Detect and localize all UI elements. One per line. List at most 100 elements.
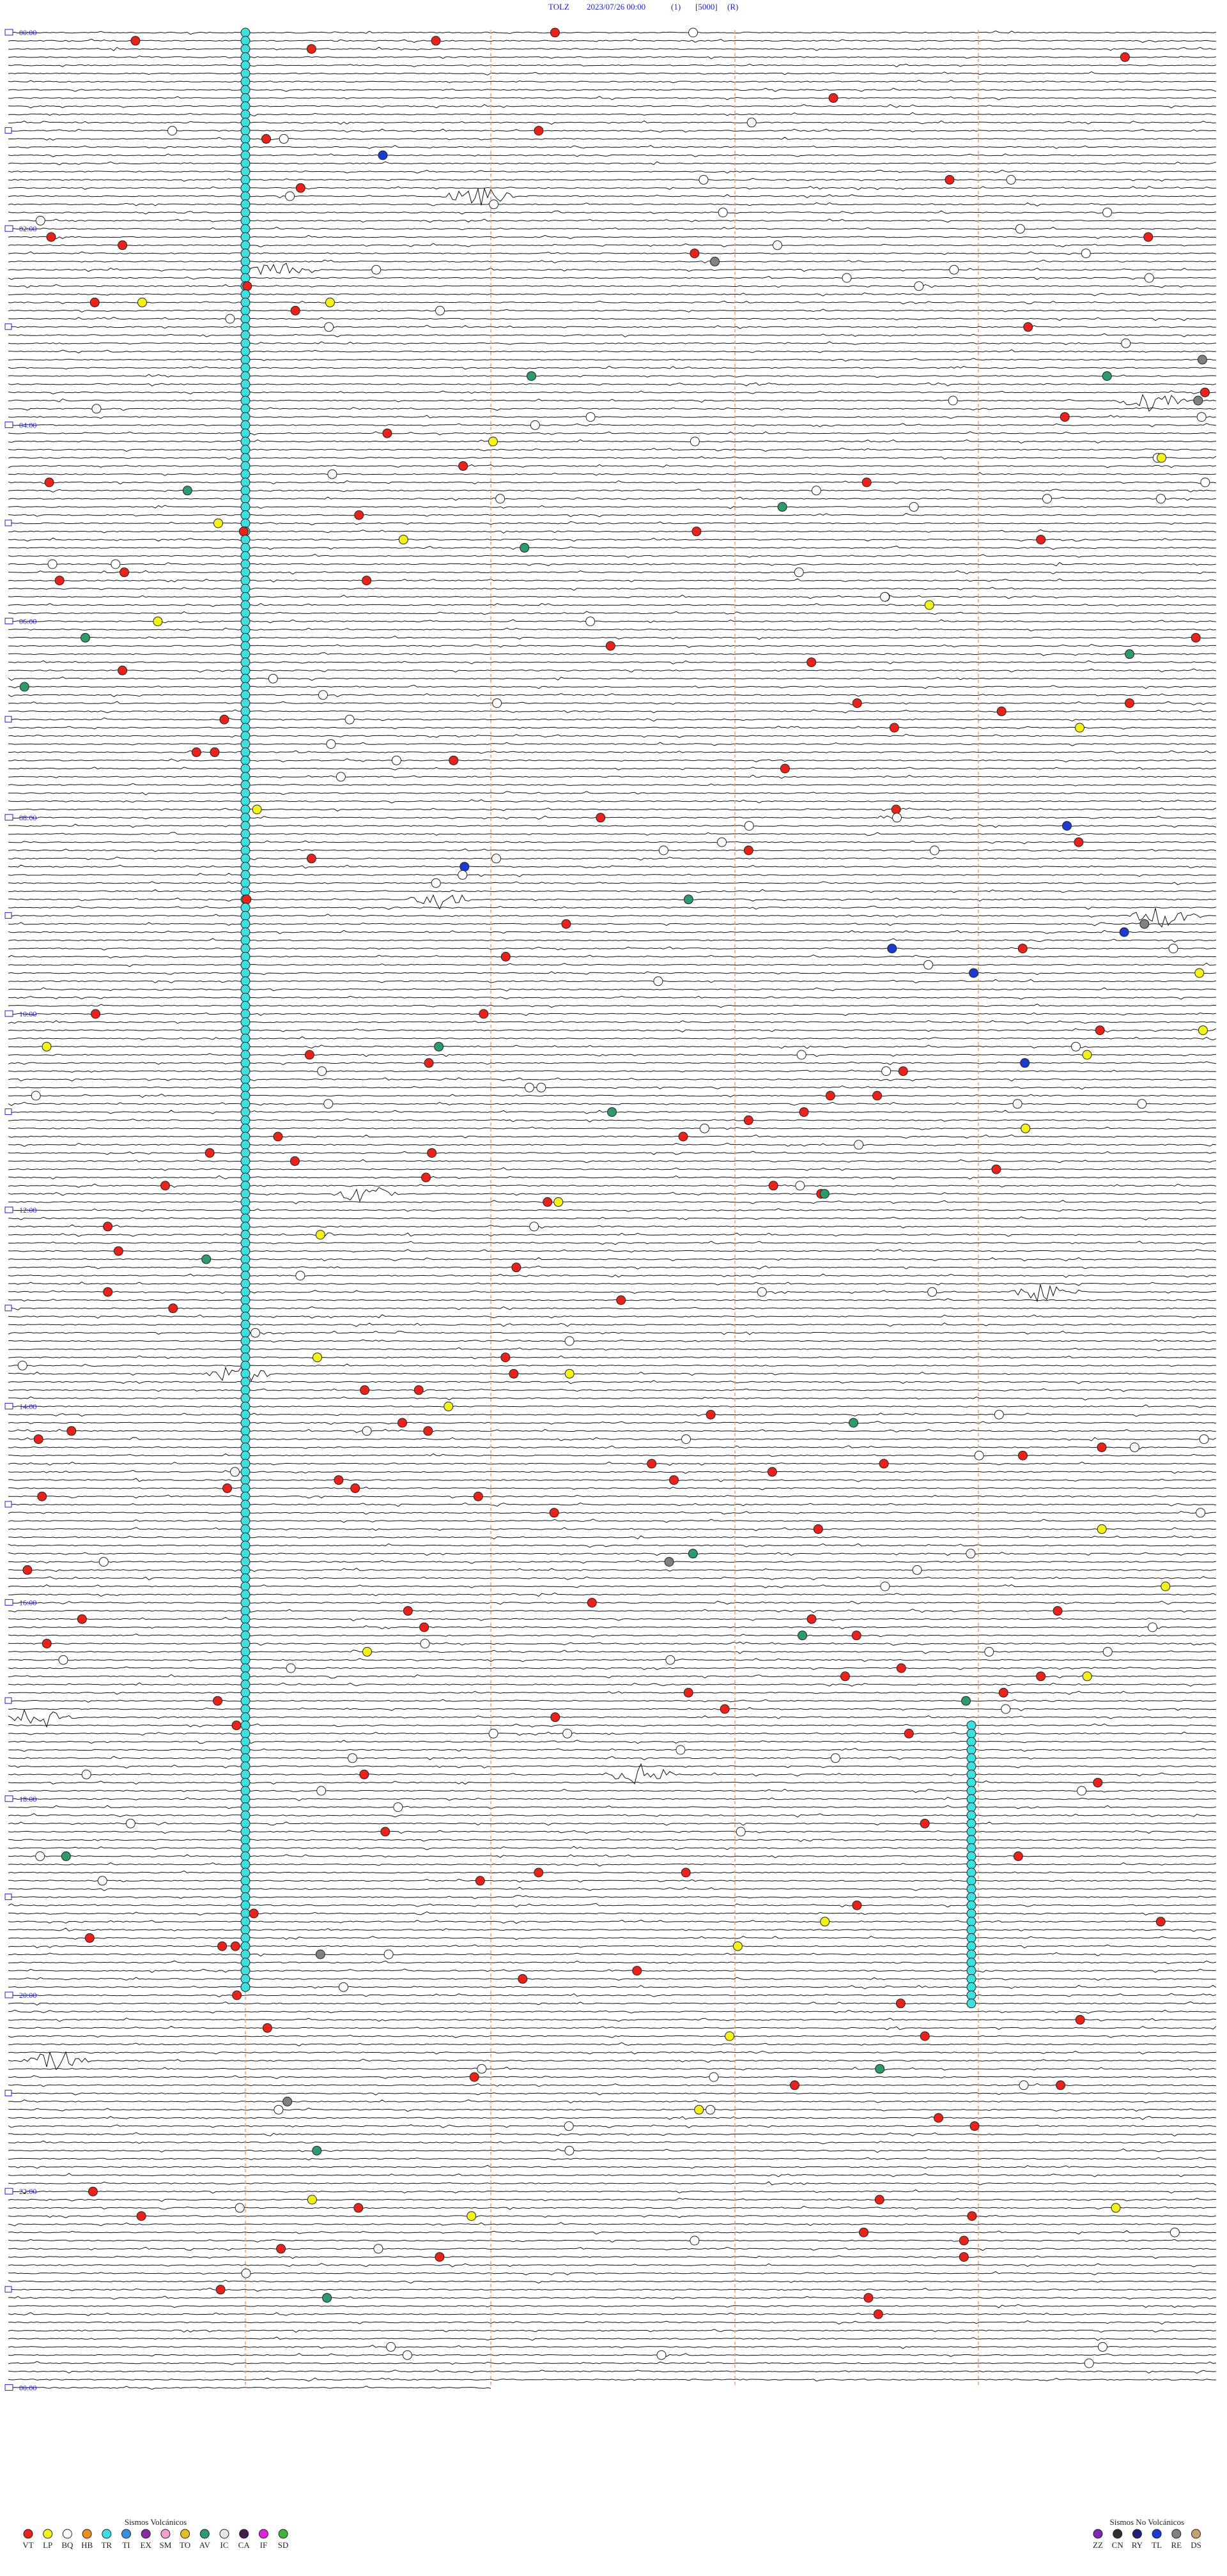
event-marker — [536, 1082, 546, 1092]
tremor-marker — [240, 1794, 251, 1804]
tremor-marker — [240, 1164, 251, 1174]
event-marker — [1139, 919, 1150, 929]
event-marker — [231, 1721, 242, 1731]
event-marker — [647, 1459, 657, 1469]
tremor-marker — [240, 641, 251, 651]
header: TOLZ 2023/07/26 00:00 (1) [5000] (R) — [548, 2, 738, 12]
trace — [8, 1682, 1216, 1687]
event-marker — [44, 477, 54, 487]
event-marker — [1017, 944, 1028, 954]
legend-marker — [1191, 2529, 1201, 2539]
event-marker — [840, 1671, 850, 1682]
event-marker — [1061, 821, 1072, 831]
event-marker — [327, 469, 337, 479]
trace — [8, 1928, 1217, 1932]
trace — [8, 187, 1217, 206]
trace — [8, 316, 1217, 321]
tremor-marker — [240, 1442, 251, 1452]
tremor-marker — [240, 935, 251, 946]
tremor-marker — [240, 1721, 251, 1731]
event-marker — [130, 36, 141, 46]
trace — [8, 259, 1217, 264]
legend-marker — [1093, 2529, 1103, 2539]
trace — [8, 881, 1217, 885]
event-marker — [1102, 208, 1113, 218]
tremor-marker — [240, 1508, 251, 1518]
tremor-marker — [240, 1074, 251, 1084]
trace — [8, 2189, 1217, 2194]
tremor-marker — [240, 551, 251, 561]
event-marker — [529, 1222, 539, 1232]
legend-marker — [141, 2529, 151, 2539]
trace — [8, 374, 1217, 378]
tremor-marker — [240, 1483, 251, 1493]
event-marker — [509, 1368, 519, 1379]
event-marker — [562, 1728, 573, 1738]
event-marker — [423, 1426, 433, 1436]
event-marker — [794, 567, 804, 578]
time-label: 20:00 — [19, 1991, 36, 2000]
tremor-marker — [240, 1491, 251, 1501]
tremor-marker — [240, 673, 251, 684]
legend-code: RY — [1132, 2540, 1143, 2550]
trace — [8, 2287, 1217, 2292]
tremor-marker — [240, 1475, 251, 1485]
tremor-marker — [240, 1933, 251, 1943]
event-marker — [678, 1131, 688, 1142]
event-marker — [469, 2072, 479, 2082]
event-marker — [304, 1050, 314, 1060]
event-marker — [564, 1336, 575, 1346]
event-marker — [420, 1639, 430, 1649]
tremor-marker — [240, 903, 251, 913]
event-marker — [1036, 1671, 1046, 1682]
event-marker — [444, 1401, 454, 1411]
event-marker — [458, 461, 468, 471]
event-marker — [160, 1181, 171, 1191]
tremor-marker — [240, 1189, 251, 1199]
trace — [8, 2280, 1217, 2284]
events — [17, 27, 1210, 2368]
tremor-marker — [240, 1867, 251, 1878]
legend-marker — [180, 2529, 190, 2539]
event-marker — [718, 208, 728, 218]
trace — [8, 562, 1217, 567]
tremor-marker — [240, 1949, 251, 1959]
trace — [8, 390, 1217, 395]
trace — [8, 1805, 1217, 1809]
trace — [8, 1396, 1217, 1400]
event-marker — [534, 126, 544, 136]
event-marker — [344, 714, 355, 724]
event-marker — [1120, 52, 1130, 62]
event-marker — [691, 526, 702, 537]
tremor-marker — [240, 608, 251, 618]
tremor-marker — [240, 1499, 251, 1510]
event-marker — [222, 1483, 233, 1493]
tremor-marker — [240, 1238, 251, 1248]
tremor-marker — [240, 36, 251, 46]
trace — [8, 153, 1217, 157]
tremor-marker — [966, 1876, 976, 1886]
event-marker — [235, 2203, 245, 2213]
event-marker — [861, 477, 872, 487]
event-marker — [219, 714, 229, 724]
event-marker — [1193, 395, 1203, 406]
event-marker — [249, 1908, 259, 1919]
tremor-marker — [240, 174, 251, 185]
event-marker — [806, 1614, 817, 1624]
tremor-marker — [966, 1794, 976, 1804]
tremor-marker — [240, 1066, 251, 1077]
event-marker — [1194, 968, 1205, 978]
trace — [8, 546, 1217, 550]
trace — [8, 1600, 1217, 1605]
trace — [8, 341, 1217, 345]
tremor-marker — [240, 1630, 251, 1641]
event-marker — [35, 215, 45, 226]
trace — [8, 1788, 1217, 1793]
tremor-marker — [240, 976, 251, 986]
tremor-marker — [240, 109, 251, 119]
tremor-marker — [966, 1761, 976, 1772]
event-marker — [912, 1565, 922, 1575]
event-marker — [891, 813, 902, 823]
tremor-marker — [240, 1753, 251, 1763]
tremor-marker — [240, 1213, 251, 1223]
